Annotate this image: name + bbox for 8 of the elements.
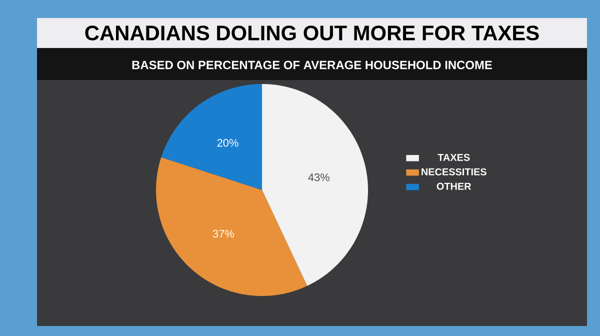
data-label: 43%: [308, 173, 330, 182]
legend-label: OTHER: [436, 182, 472, 190]
data-label: 37%: [212, 230, 234, 238]
legend-label: TAXES: [438, 154, 470, 161]
data-label: 20%: [217, 138, 238, 147]
chart-subtitle: BASED ON PERCENTAGE OF AVERAGE HOUSEHOLD INCOME: [132, 60, 492, 70]
chart-title: CANADIANS DOLING OUT MORE FOR TAXES: [85, 26, 539, 40]
legend-label: NECESSITIES: [422, 168, 486, 176]
